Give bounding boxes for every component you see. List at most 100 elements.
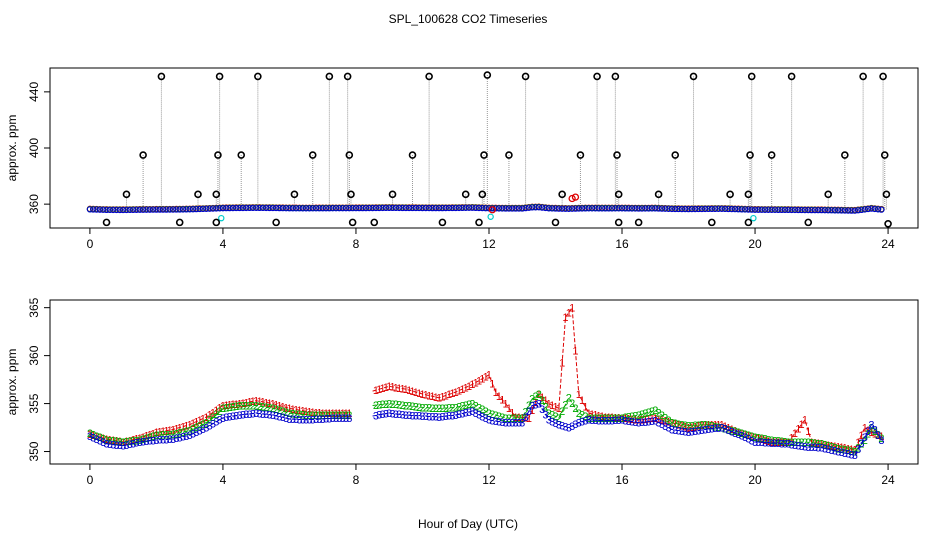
series-1-label: 1 [340,408,346,420]
series-3-label: 3 [616,415,622,427]
spike-point [212,190,221,199]
series-1-label: 1 [832,441,838,453]
series-3-label: 3 [692,426,698,438]
series-1-label: 1 [180,421,186,433]
series-2-label: 2 [519,413,525,425]
series-3-label: 3 [765,438,771,450]
series-3-label: 3 [802,442,808,454]
series-2-label: 2 [389,399,395,411]
series-3-label: 3 [399,410,405,422]
series-3-label: 3 [529,400,535,412]
series-3-label: 3 [346,413,352,425]
series-2-label: 2 [579,410,585,422]
series-3-label: 3 [649,416,655,428]
blue-point [392,204,400,212]
blue-point [189,206,197,213]
series-3-label: 3 [413,411,419,423]
series-3-label: 3 [795,440,801,452]
series-2-label: 2 [223,403,229,415]
series-1-label: 1 [599,411,605,423]
blue-point [90,206,97,213]
blue-point [795,206,802,214]
series-2-label: 2 [542,402,548,414]
blue-point [515,205,523,212]
series-2-label: 2 [210,412,216,424]
blue-point [645,205,652,212]
series-3-label: 3 [542,409,548,421]
series-1-label: 1 [835,442,841,454]
series-2-label: 2 [569,398,575,410]
series-2-label: 2 [120,437,126,449]
series-2-label: 2 [632,411,638,423]
series-1-label: 1 [147,430,153,442]
blue-point [519,205,526,212]
series-2-label: 2 [300,410,306,422]
series-3-label: 3 [725,425,731,437]
series-1-label: 1 [120,437,126,449]
series-2-label: 2 [87,428,93,440]
series-3-label: 3 [439,411,445,423]
series-1-label: 1 [532,397,538,409]
series-3-label: 3 [436,412,442,424]
series-2-label: 2 [97,432,103,444]
series-2-label: 2 [828,442,834,454]
series-1-label: 1 [852,444,858,456]
series-3-label: 3 [380,409,386,421]
series-1-label: 1 [237,398,243,410]
series-3-label: 3 [429,411,435,423]
blue-point [652,205,659,212]
series-1-label: 1 [739,428,745,440]
series-2-label: 2 [602,413,608,425]
series-1-label: 1 [755,433,761,445]
blue-point [808,206,815,214]
series-2-label: 2 [436,403,442,415]
blue-point [509,205,516,212]
series-3-label: 3 [330,413,336,425]
series-3-label: 3 [210,419,216,431]
series-1-label: 1 [173,423,179,435]
series-3-label: 3 [276,411,282,423]
blue-point [798,206,805,214]
series-1-label: 1 [117,436,123,448]
series-1-label: 1 [496,391,502,403]
series-3-label: 3 [113,440,119,452]
series-2-label: 2 [187,425,193,437]
top-y-axis-label: approx. ppm [5,115,19,182]
blue-point [549,205,556,212]
series-1-label: 1 [622,413,628,425]
series-3-label: 3 [749,435,755,447]
series-3-label: 3 [828,445,834,457]
series-3-label: 3 [636,418,642,430]
series-3-label: 3 [602,416,608,428]
blue-point [349,205,356,212]
series-1-label: 1 [759,434,765,446]
blue-point [239,204,247,212]
blue-point [781,206,789,214]
series-1-label: 1 [489,378,495,390]
series-2-label: 2 [163,430,169,442]
blue-point [479,204,486,212]
series-3-label: 3 [592,415,598,427]
series-2-label: 2 [775,436,781,448]
series-2-label: 2 [612,413,618,425]
series-2-label: 2 [509,413,515,425]
series-3-label: 3 [476,410,482,422]
series-1-label: 1 [552,402,558,414]
series-2-label: 2 [549,410,555,422]
series-3-label: 3 [705,424,711,436]
series-2-label: 2 [666,415,672,427]
spike-point [593,72,601,81]
series-2-label: 2 [489,409,495,421]
series-1-label: 1 [469,379,475,391]
series-1-label: 1 [712,420,718,432]
series-2-label: 2 [802,437,808,449]
series-2-label: 2 [858,439,864,451]
blue-point [572,205,579,212]
blue-point [449,204,456,212]
blue-point [469,204,476,211]
series-2-label: 2 [200,419,206,431]
series-2-label: 2 [280,406,286,418]
series-1-label: 1 [572,346,578,358]
blue-point [512,205,519,212]
series-2-label: 2 [835,444,841,456]
